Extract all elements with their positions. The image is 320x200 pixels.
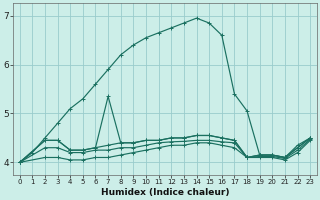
X-axis label: Humidex (Indice chaleur): Humidex (Indice chaleur) [101,188,229,197]
